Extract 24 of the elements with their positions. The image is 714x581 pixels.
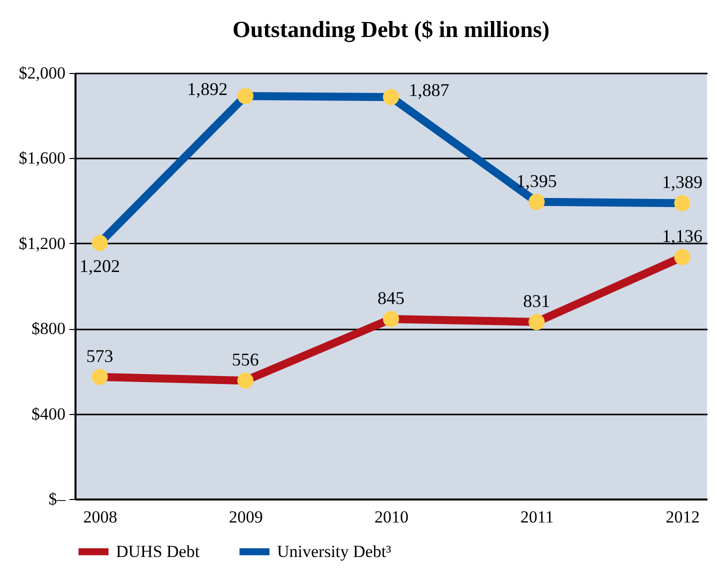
data-label: 1,892 [187, 79, 228, 100]
y-tick-label: $– [48, 490, 66, 508]
data-label: 831 [523, 290, 550, 311]
x-tick-label: 2009 [228, 508, 263, 526]
data-label: 1,136 [662, 226, 702, 246]
data-label: 1,887 [408, 80, 450, 100]
legend-label: DUHS Debt [116, 542, 200, 561]
y-tick-label: $800 [32, 319, 66, 338]
x-tick-label: 2010 [374, 508, 408, 526]
data-label: 845 [378, 288, 404, 308]
x-tick-label: 2011 [520, 508, 554, 526]
legend-label: University Debt³ [277, 542, 392, 561]
y-tick-label: $2,000 [18, 64, 66, 82]
data-label: 556 [232, 350, 259, 370]
y-tick-label: $1,600 [18, 148, 66, 168]
x-tick-label: 2008 [83, 508, 118, 526]
y-tick-label: $400 [32, 404, 66, 424]
x-tick-label: 2012 [666, 508, 700, 526]
data-label: 573 [86, 346, 114, 366]
chart-title: Outstanding Debt ($ in millions) [232, 17, 550, 43]
data-label: 1,389 [662, 172, 702, 192]
data-label: 1,395 [516, 170, 557, 191]
data-label: 1,202 [80, 256, 120, 276]
y-tick-label: $1,200 [18, 234, 66, 253]
